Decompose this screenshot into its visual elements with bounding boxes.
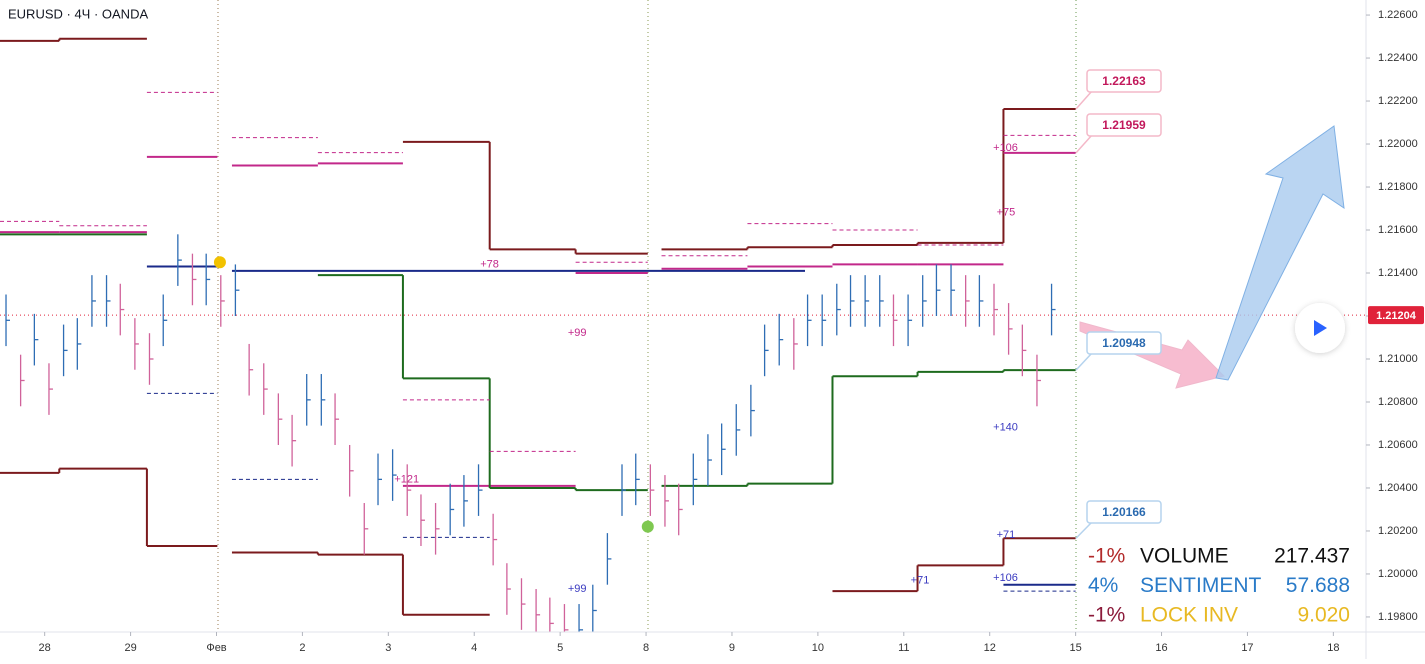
- callout-pointer: [1075, 352, 1093, 371]
- x-tick-label: 10: [812, 642, 824, 654]
- annotation: +99: [568, 583, 587, 595]
- y-tick-label: 1.20400: [1378, 482, 1418, 494]
- y-tick-label: 1.19800: [1378, 611, 1418, 623]
- x-tick-label: 8: [643, 642, 649, 654]
- annotation: +78: [480, 258, 499, 270]
- y-tick-label: 1.21000: [1378, 353, 1418, 365]
- y-tick-label: 1.22600: [1378, 9, 1418, 21]
- callout-pointer: [1075, 521, 1093, 539]
- play-button[interactable]: [1295, 303, 1345, 353]
- callout-pointer: [1075, 90, 1093, 110]
- x-tick-label: 29: [124, 642, 136, 654]
- callout-box: [1086, 69, 1162, 93]
- x-tick-label: 11: [898, 642, 909, 654]
- y-tick-label: 1.21600: [1378, 224, 1418, 236]
- callout-label: 1.22163: [1102, 74, 1146, 88]
- y-tick-label: 1.20600: [1378, 439, 1418, 451]
- x-tick-label: 3: [385, 642, 391, 654]
- arrow-up: [1215, 125, 1345, 381]
- annotation: +99: [568, 327, 587, 339]
- y-tick-label: 1.22000: [1378, 138, 1418, 150]
- x-tick-label: 12: [984, 642, 996, 654]
- callout-box: [1086, 500, 1162, 524]
- plot-area: +78 +99 +121 +99 +106 +75 +140 +71 +71 +106: [0, 37, 1366, 632]
- last-price-box: [1368, 306, 1424, 325]
- y-tick-label: 1.21400: [1378, 267, 1418, 279]
- y-tick-label: 1.22400: [1378, 52, 1418, 64]
- annotation: +106: [993, 142, 1018, 154]
- signal-dot: [641, 520, 654, 533]
- indicator-change: -1%: [1088, 545, 1125, 568]
- indicator-value: 9.020: [1297, 604, 1350, 627]
- indicator-name: SENTIMENT: [1140, 574, 1262, 597]
- y-tick-label: 1.22200: [1378, 95, 1418, 107]
- annotation: +71: [911, 574, 930, 586]
- x-tick-label: 18: [1327, 642, 1339, 654]
- x-tick-label: 5: [557, 642, 563, 654]
- callout-box: [1086, 113, 1162, 137]
- signal-dot: [213, 256, 226, 269]
- callout-label: 1.21959: [1102, 118, 1146, 132]
- y-tick-label: 1.20200: [1378, 525, 1418, 537]
- x-tick-label: 2: [299, 642, 305, 654]
- callout-label: 1.20948: [1102, 336, 1146, 350]
- x-tick-label: Фев: [206, 642, 226, 654]
- last-price-label: 1.21204: [1376, 310, 1417, 322]
- annotation: +121: [394, 473, 419, 485]
- indicator-name: LOCK INV: [1140, 604, 1238, 627]
- annotation: +140: [993, 422, 1018, 434]
- annotation: +71: [997, 529, 1016, 541]
- indicator-value: 217.437: [1274, 545, 1350, 568]
- x-tick-label: 15: [1069, 642, 1081, 654]
- x-tick-label: 17: [1241, 642, 1253, 654]
- play-icon[interactable]: [1314, 320, 1327, 336]
- annotation: +106: [993, 572, 1018, 584]
- callout-label: 1.20166: [1102, 505, 1146, 519]
- indicator-value: 57.688: [1286, 574, 1350, 597]
- indicator-change: -1%: [1088, 604, 1125, 627]
- x-tick-label: 28: [39, 642, 51, 654]
- y-tick-label: 1.21800: [1378, 181, 1418, 193]
- y-tick-label: 1.20800: [1378, 396, 1418, 408]
- indicator-name: VOLUME: [1140, 545, 1229, 568]
- x-tick-label: 9: [729, 642, 735, 654]
- chart-title: EURUSD · 4Ч · OANDA: [8, 6, 148, 21]
- indicator-change: 4%: [1088, 574, 1118, 597]
- annotation: +75: [997, 207, 1016, 219]
- y-tick-label: 1.20000: [1378, 568, 1418, 580]
- callout-box: [1086, 331, 1162, 355]
- callout-pointer: [1075, 134, 1093, 154]
- x-tick-label: 16: [1155, 642, 1167, 654]
- x-tick-label: 4: [471, 642, 477, 654]
